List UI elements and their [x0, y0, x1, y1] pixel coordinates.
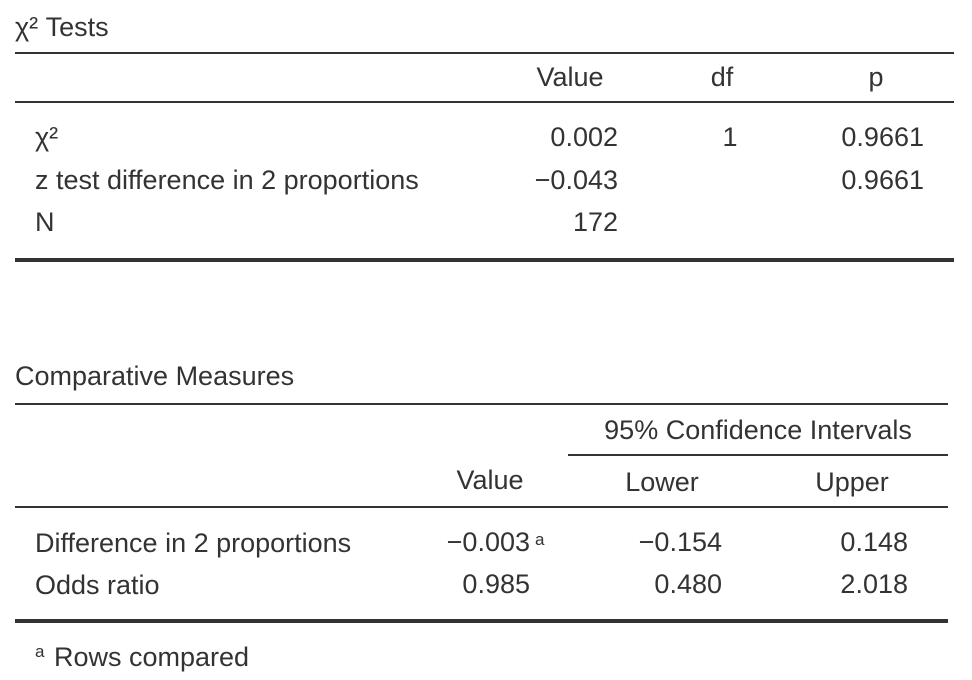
table-rule [15, 52, 954, 54]
col-header-p: p [868, 62, 884, 92]
footnote-marker: a [35, 642, 45, 661]
cell-value: 0.002 [550, 122, 618, 152]
table-rule [15, 506, 948, 508]
row-label-z-test: z test difference in 2 proportions [35, 165, 419, 195]
col-header-df: df [710, 62, 734, 92]
cell-value: −0.003 [446, 527, 530, 557]
cell-lower: 0.480 [654, 569, 722, 599]
cell-p: 0.9661 [841, 122, 924, 152]
table-rule [15, 101, 954, 103]
cell-value: −0.043 [534, 165, 618, 195]
table-rule [15, 403, 948, 405]
footnote-text: Rows compared [53, 642, 250, 672]
cell-value: 172 [572, 207, 618, 237]
comparative-title: Comparative Measures [15, 361, 295, 391]
ci-header-rule [568, 454, 948, 456]
ci-group-header: 95% Confidence Intervals [604, 415, 912, 445]
footnote-marker: a [535, 530, 545, 549]
cell-value: 0.985 [462, 569, 530, 599]
row-label-odds-ratio: Odds ratio [35, 570, 160, 600]
cell-upper: 2.018 [840, 569, 908, 599]
table-bottom-rule [15, 619, 948, 623]
row-label-difference: Difference in 2 proportions [35, 528, 352, 558]
chi-tests-title: χ² Tests [15, 12, 109, 42]
col-header-value: Value [536, 62, 604, 92]
cell-p: 0.9661 [841, 165, 924, 195]
cell-upper: 0.148 [840, 527, 908, 557]
row-label-chi-square: χ² [35, 122, 59, 152]
col-header-value: Value [456, 465, 524, 495]
cell-lower: −0.154 [638, 527, 722, 557]
col-header-lower: Lower [625, 467, 699, 497]
row-label-n: N [35, 207, 55, 237]
table-bottom-rule [15, 258, 954, 262]
cell-df: 1 [722, 122, 738, 152]
table-footnote: a Rows compared [35, 642, 250, 672]
col-header-upper: Upper [815, 467, 889, 497]
